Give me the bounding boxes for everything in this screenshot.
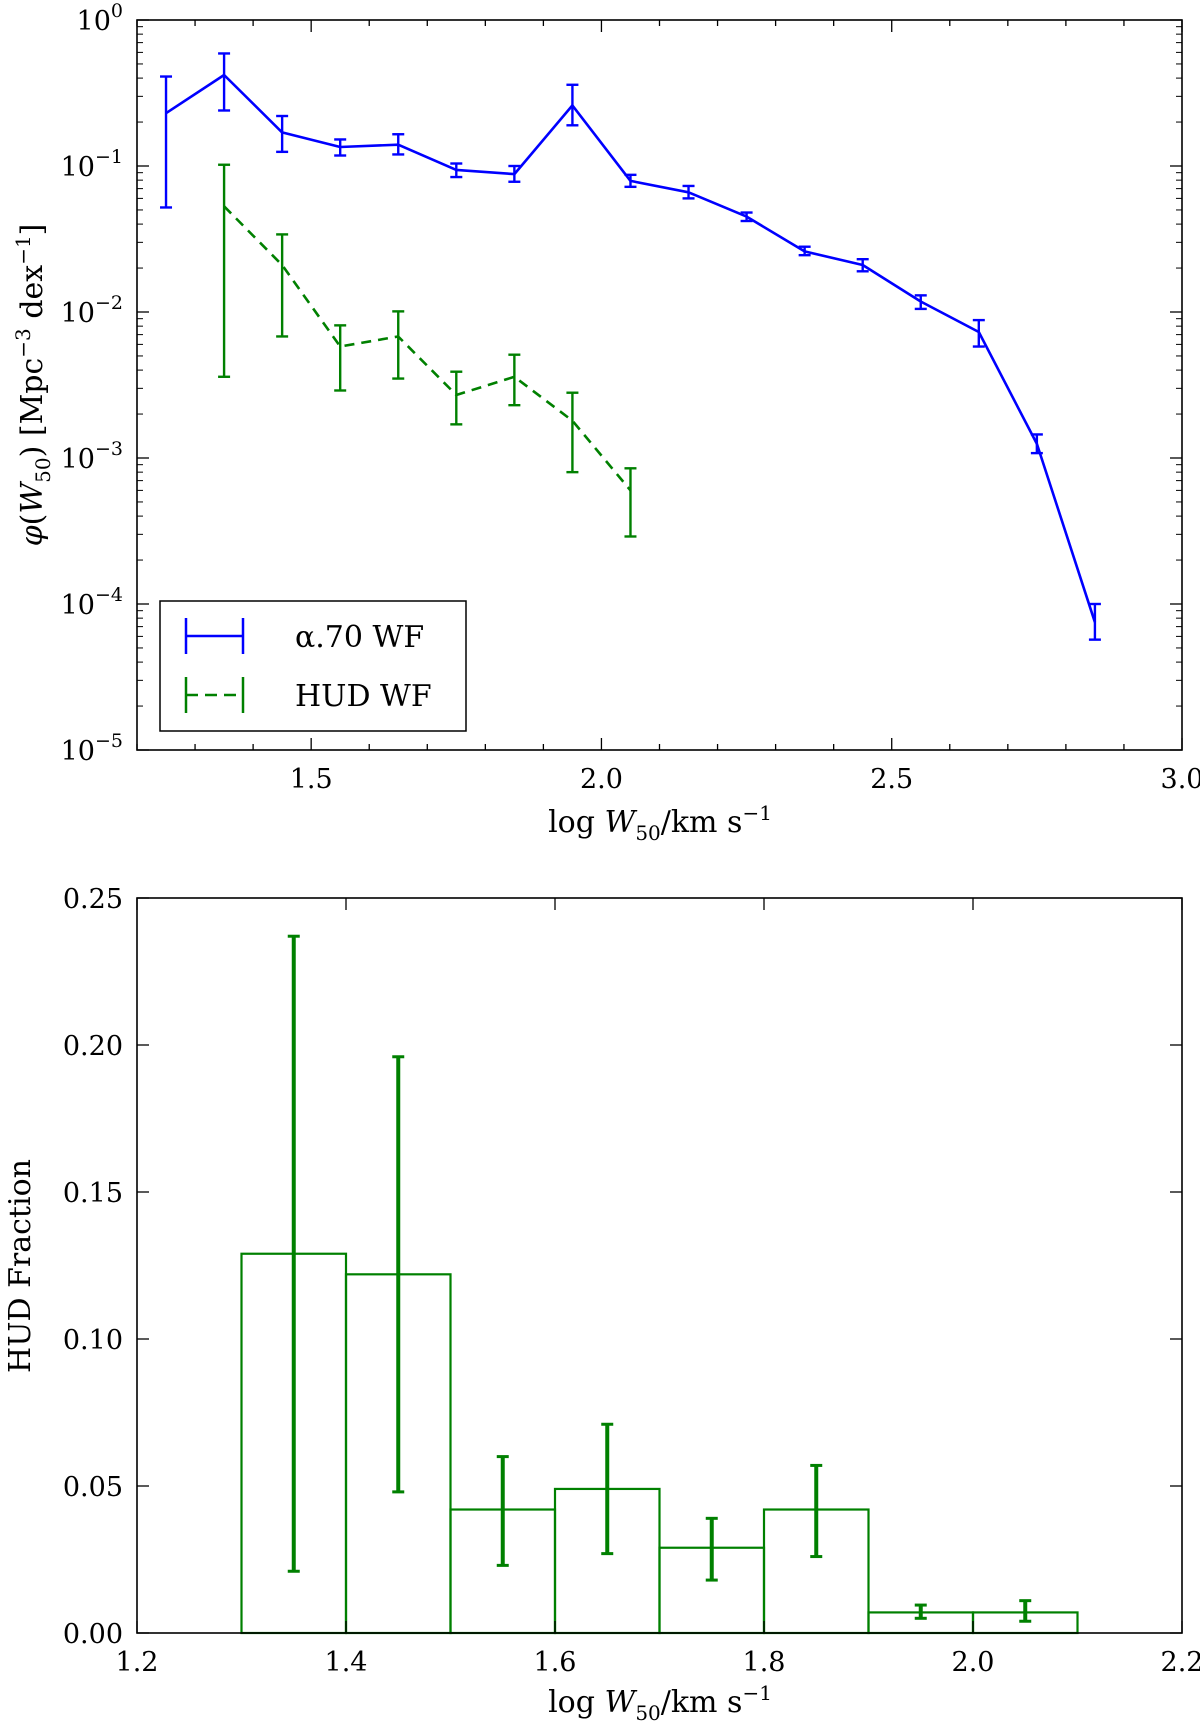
error-bar-series1-3	[392, 310, 405, 380]
legend-label-alpha70: α.70 WF	[295, 620, 424, 655]
error-bar-series1-4	[450, 370, 463, 426]
error-bar-series0-14	[972, 318, 985, 348]
error-bar-series0-10	[740, 211, 753, 223]
error-bar-series0-4	[392, 133, 405, 156]
bottom-x-tick-label: 1.6	[534, 1647, 577, 1678]
error-bar-series0-0	[160, 75, 173, 209]
error-bar-series1-0	[218, 163, 231, 378]
bottom-x-tick-label: 2.2	[1161, 1647, 1200, 1678]
bottom-x-tick-label: 1.8	[743, 1647, 786, 1678]
error-bar-series0-7	[566, 83, 579, 127]
error-bar-series0-1	[218, 52, 231, 112]
legend-label-hud: HUD WF	[295, 679, 432, 714]
error-bar-series1-6	[566, 391, 579, 474]
bottom-y-axis-label: HUD Fraction	[3, 1159, 38, 1373]
bottom-x-tick-label: 2.0	[952, 1647, 995, 1678]
top-y-tick-label: 10−4	[61, 584, 123, 621]
error-bar-series0-16	[1088, 602, 1101, 641]
top-x-tick-label: 2.0	[580, 764, 623, 795]
error-bar-series0-3	[334, 138, 347, 157]
bottom-y-tick-label: 0.25	[63, 884, 123, 915]
bottom-x-axis-label: log W50/km s−1	[548, 1681, 772, 1725]
top-x-tick-label: 2.5	[870, 764, 913, 795]
error-bar-series1-1	[276, 233, 289, 338]
histogram-error-bar-6	[914, 1603, 927, 1620]
error-bar-series0-8	[624, 173, 637, 189]
histogram-error-bar-0	[287, 934, 300, 1573]
bottom-y-tick-label: 0.00	[63, 1619, 123, 1650]
bottom-axes: 1.2 1.4 1.6 1.8 2.0 2.2 0.00 0.05 0.10 0.15 0.20 0.…	[63, 884, 1200, 1678]
histogram-error-bar-4	[705, 1516, 718, 1582]
top-y-tick-label: 10−1	[61, 146, 123, 183]
error-bar-series0-15	[1030, 433, 1043, 455]
top-y-tick-label: 100	[77, 0, 123, 37]
bottom-chart-panel: 1.2 1.4 1.6 1.8 2.0 2.2 0.00 0.05 0.10 0.15 0.20 0.…	[3, 884, 1200, 1725]
bottom-x-tick-label: 1.4	[325, 1647, 368, 1678]
error-bar-series0-9	[682, 184, 695, 200]
error-bar-series0-13	[914, 294, 927, 311]
top-y-tick-label: 10−3	[61, 438, 123, 475]
legend-frame	[159, 600, 467, 732]
error-bar-series0-5	[450, 162, 463, 179]
top-y-axis-label: φ(W50) [Mpc−3 dex−1]	[11, 224, 55, 547]
bottom-y-tick-label: 0.15	[63, 1178, 123, 1209]
histogram-error-bar-7	[1019, 1599, 1032, 1623]
bottom-y-tick-label: 0.10	[63, 1325, 123, 1356]
bottom-plot-frame	[136, 897, 1183, 1634]
top-y-tick-label: 10−5	[61, 730, 123, 767]
top-x-axis-label: log W50/km s−1	[548, 801, 772, 845]
legend-handle-alpha70	[184, 618, 245, 654]
series-line-1	[223, 205, 632, 492]
error-bar-series0-11	[798, 245, 811, 257]
top-axes: 1.5 2.0 2.5 3.0 100 10−1 10−2 10−3 10−4 10−5	[61, 0, 1200, 795]
error-bar-series0-12	[856, 257, 869, 273]
top-x-tick-label: 3.0	[1161, 764, 1200, 795]
error-bar-series1-7	[624, 467, 637, 538]
top-y-tick-label: 10−2	[61, 292, 123, 329]
histogram-error-bar-3	[601, 1422, 614, 1556]
top-x-tick-label: 1.5	[290, 764, 333, 795]
bottom-y-tick-label: 0.20	[63, 1031, 123, 1062]
error-bar-series0-2	[276, 114, 289, 154]
top-series-layer	[160, 52, 1101, 641]
histogram-error-bar-5	[810, 1463, 823, 1559]
histogram-error-bar-2	[496, 1455, 509, 1567]
error-bar-series0-6	[508, 164, 521, 183]
bottom-y-tick-label: 0.05	[63, 1472, 123, 1503]
histogram-error-bar-1	[392, 1055, 405, 1494]
top-chart-panel: 1.5 2.0 2.5 3.0 100 10−1 10−2 10−3 10−4 10−5 α.70…	[11, 0, 1200, 845]
top-legend: α.70 WF HUD WF	[159, 600, 467, 732]
error-bar-series1-2	[334, 324, 347, 392]
legend-handle-hud	[184, 677, 245, 713]
bottom-x-tick-label: 1.2	[116, 1647, 159, 1678]
error-bar-series1-5	[508, 353, 521, 407]
